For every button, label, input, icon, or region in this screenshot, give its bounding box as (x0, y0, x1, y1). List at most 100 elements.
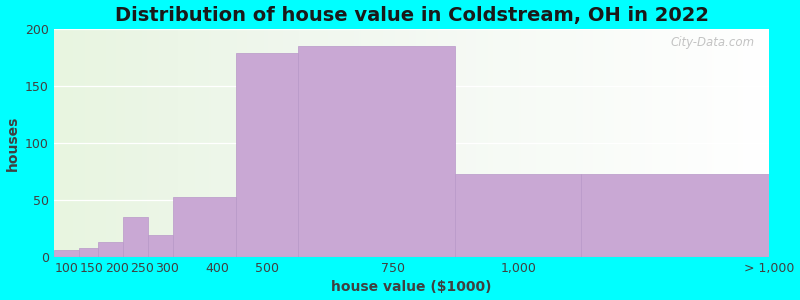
Bar (369, 29, 371, 257)
Bar (111, 29, 114, 257)
Bar (70, 29, 73, 257)
Bar (98, 242, 122, 257)
Bar (507, 29, 510, 257)
Bar (104, 29, 106, 257)
Bar (595, 29, 598, 257)
Bar (398, 29, 400, 257)
Bar (390, 29, 393, 257)
Bar (607, 29, 610, 257)
Bar (321, 29, 323, 257)
Bar (362, 29, 364, 257)
Bar (583, 29, 586, 257)
Bar (197, 29, 199, 257)
Bar (669, 29, 671, 257)
Bar (538, 29, 540, 257)
Bar (517, 29, 519, 257)
Bar (557, 29, 559, 257)
Bar (271, 29, 274, 257)
Bar (767, 29, 770, 257)
Bar (619, 29, 622, 257)
Bar (414, 29, 416, 257)
Bar (238, 29, 240, 257)
Bar (173, 29, 175, 257)
Bar (163, 29, 166, 257)
Bar (75, 29, 78, 257)
X-axis label: house value ($1000): house value ($1000) (331, 280, 492, 294)
Bar (586, 29, 588, 257)
Bar (406, 29, 409, 257)
Bar (488, 29, 490, 257)
Bar (294, 29, 297, 257)
Bar (447, 29, 450, 257)
Bar (542, 29, 545, 257)
Bar (276, 29, 278, 257)
Bar (648, 29, 650, 257)
Bar (123, 29, 126, 257)
Bar (416, 29, 418, 257)
Bar (700, 29, 702, 257)
Bar (688, 29, 690, 257)
Bar (454, 29, 457, 257)
Bar (340, 29, 342, 257)
Bar (571, 29, 574, 257)
Bar (235, 53, 298, 257)
Bar (722, 29, 724, 257)
Bar (760, 29, 762, 257)
Bar (400, 29, 402, 257)
Bar (388, 29, 390, 257)
Bar (221, 29, 223, 257)
Bar (216, 29, 218, 257)
Bar (180, 29, 182, 257)
Bar (612, 29, 614, 257)
Bar (524, 29, 526, 257)
Bar (522, 29, 524, 257)
Bar (357, 29, 359, 257)
Bar (442, 29, 445, 257)
Bar (250, 29, 252, 257)
Bar (634, 29, 636, 257)
Bar (240, 29, 242, 257)
Bar (576, 29, 578, 257)
Bar (486, 29, 488, 257)
Bar (750, 29, 753, 257)
Bar (657, 29, 659, 257)
Bar (56, 29, 58, 257)
Bar (352, 29, 354, 257)
Bar (529, 29, 530, 257)
Bar (366, 29, 369, 257)
Bar (126, 29, 128, 257)
Bar (347, 29, 350, 257)
Bar (326, 29, 328, 257)
Bar (476, 29, 478, 257)
Bar (161, 29, 163, 257)
Bar (418, 29, 421, 257)
Bar (457, 29, 459, 257)
Bar (566, 29, 569, 257)
Bar (259, 29, 262, 257)
Bar (666, 29, 669, 257)
Bar (710, 29, 712, 257)
Bar (712, 29, 714, 257)
Bar (574, 29, 576, 257)
Bar (705, 29, 707, 257)
Bar (646, 29, 648, 257)
Bar (746, 29, 748, 257)
Bar (614, 29, 617, 257)
Bar (455, 174, 581, 257)
Bar (359, 29, 362, 257)
Bar (202, 29, 204, 257)
Bar (148, 236, 173, 257)
Bar (650, 29, 653, 257)
Bar (514, 29, 517, 257)
Bar (316, 29, 318, 257)
Bar (631, 29, 634, 257)
Bar (311, 29, 314, 257)
Bar (274, 29, 276, 257)
Bar (364, 29, 366, 257)
Bar (762, 29, 765, 257)
Bar (741, 29, 743, 257)
Bar (371, 29, 374, 257)
Bar (676, 29, 678, 257)
Bar (87, 29, 90, 257)
Bar (381, 29, 383, 257)
